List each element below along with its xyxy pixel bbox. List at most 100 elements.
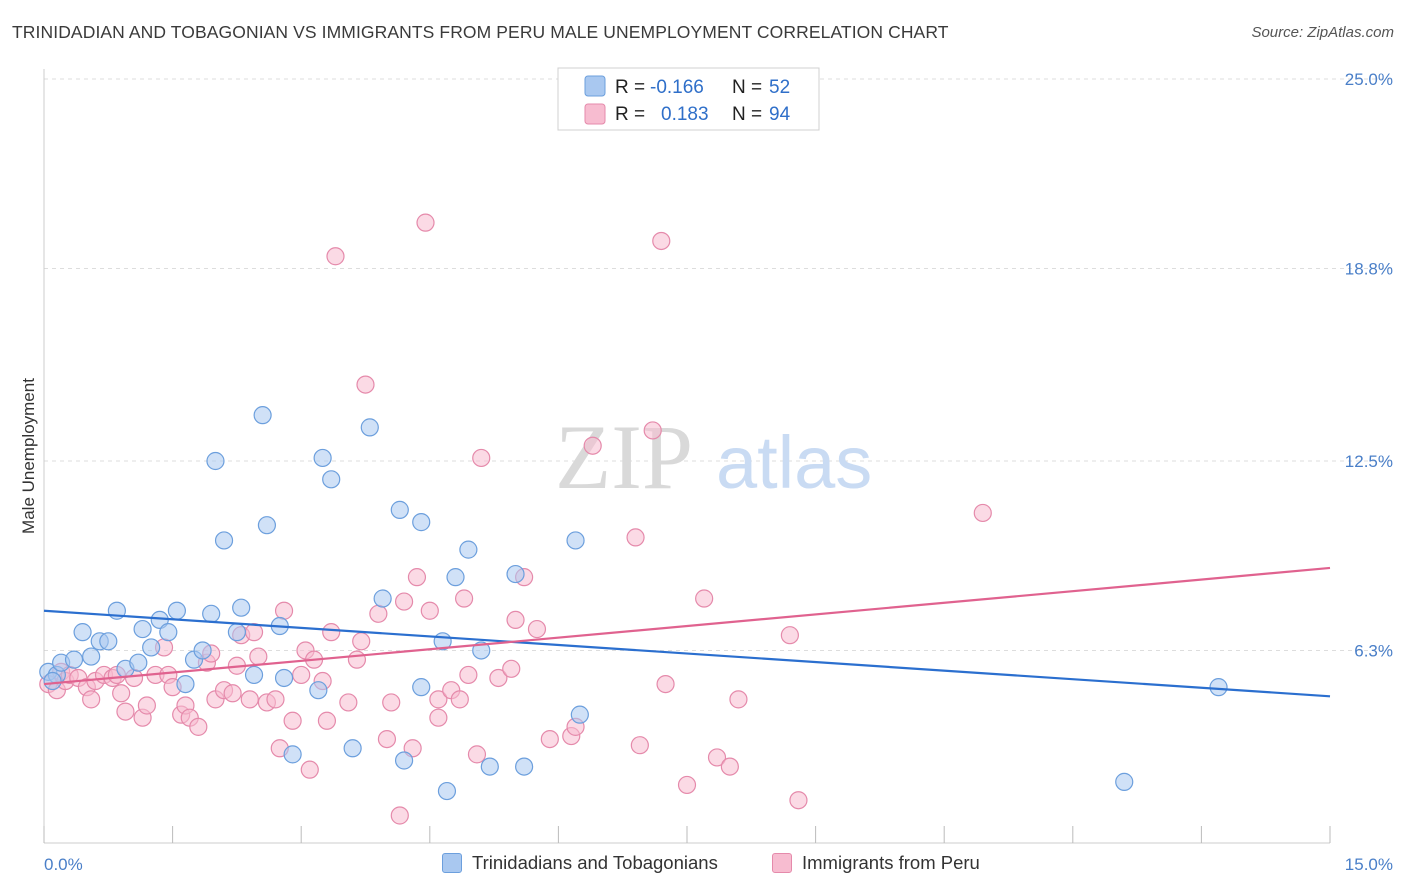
point-peru [249, 647, 268, 666]
point-trinidadian [309, 681, 328, 700]
point-peru [347, 650, 367, 669]
point-trinidadian [206, 451, 225, 471]
point-trinidadian [133, 619, 152, 639]
point-trinidadian [313, 448, 332, 468]
legend-swatch-pink [584, 103, 606, 125]
point-trinidadian [322, 470, 341, 489]
point-trinidadian [159, 623, 178, 642]
point-trinidadian [253, 406, 272, 425]
legend-r-value-1: -0.166 [650, 77, 704, 98]
point-peru [420, 601, 439, 620]
point-trinidadian [202, 604, 221, 623]
point-trinidadian [360, 418, 379, 437]
point-peru [973, 503, 992, 523]
point-peru [429, 708, 448, 727]
point-trinidadian [437, 781, 457, 801]
point-peru [112, 684, 131, 703]
watermark-zip: ZIP [555, 406, 693, 508]
point-peru [429, 690, 448, 709]
point-trinidadian [142, 638, 161, 657]
legend-box: R = -0.166 N = 52 R = 0.183 N = 94 [557, 67, 820, 131]
y-tick-labels: 6.3% 12.5% 18.8% 25.0% [1345, 70, 1393, 660]
y-tick-label: 25.0% [1345, 70, 1393, 89]
point-peru [317, 711, 337, 730]
trend-line-peru [43, 566, 1331, 686]
point-peru [326, 247, 345, 266]
point-trinidadian [459, 540, 478, 559]
y-tick-label: 6.3% [1354, 641, 1393, 660]
point-peru [322, 623, 341, 642]
point-trinidadian [566, 531, 585, 550]
chart-source: Source: ZipAtlas.com [1251, 24, 1394, 41]
point-trinidadian [73, 623, 92, 642]
point-peru [720, 757, 739, 776]
point-trinidadian [82, 647, 101, 666]
point-peru [454, 589, 474, 608]
point-trinidadian [394, 751, 414, 770]
bottom-legend-swatch-pink [772, 853, 792, 873]
x-tick-marks [43, 826, 1331, 843]
point-trinidadian [506, 564, 525, 584]
y-tick-label: 18.8% [1345, 259, 1393, 278]
point-peru [459, 665, 478, 685]
point-peru [377, 729, 397, 749]
point-trinidadian [480, 757, 499, 776]
point-trinidadian [232, 598, 251, 617]
point-trinidadian [193, 641, 212, 660]
point-peru [630, 736, 649, 755]
point-peru [540, 729, 559, 749]
point-trinidadian [570, 705, 589, 724]
point-peru [652, 231, 671, 251]
y-tick-label: 12.5% [1345, 452, 1393, 471]
point-peru [369, 604, 388, 623]
point-trinidadian [373, 589, 392, 608]
point-peru [356, 375, 375, 394]
legend-n-label-1: N = [732, 77, 762, 98]
point-trinidadian [257, 516, 277, 535]
point-peru [472, 448, 491, 468]
point-trinidadian [412, 513, 431, 532]
point-trinidadian [1115, 772, 1134, 791]
legend-r-label-2: R = [615, 104, 645, 125]
bottom-legend-item-2: Immigrants from Peru [772, 852, 980, 874]
point-peru [274, 601, 294, 620]
point-trinidadian [390, 500, 409, 519]
point-trinidadian [412, 678, 431, 697]
point-peru [502, 659, 521, 678]
point-trinidadian [515, 757, 534, 776]
point-trinidadian [244, 665, 264, 685]
grid-lines [44, 78, 1392, 651]
point-peru [407, 568, 427, 587]
point-peru [506, 610, 525, 630]
point-trinidadian [472, 641, 491, 660]
point-peru [626, 528, 645, 547]
point-peru [394, 592, 414, 611]
point-trinidadian [274, 668, 294, 688]
point-trinidadian [167, 601, 186, 620]
legend-r-label-1: R = [615, 77, 645, 98]
point-peru [467, 745, 487, 764]
watermark-atlas: atlas [716, 421, 872, 504]
series-immigrants-from-peru [39, 213, 992, 825]
legend-n-label-2: N = [732, 104, 762, 125]
point-trinidadian [227, 623, 246, 642]
point-peru [189, 717, 208, 736]
x-tick-label-max: 15.0% [1345, 855, 1393, 874]
point-trinidadian [129, 653, 148, 672]
point-peru [780, 626, 799, 645]
legend-n-value-1: 52 [769, 77, 790, 98]
legend-swatch-blue [584, 75, 606, 97]
point-peru [789, 791, 808, 810]
point-trinidadian [64, 650, 84, 669]
point-trinidadian [214, 531, 234, 550]
bottom-legend-label-2: Immigrants from Peru [802, 852, 980, 873]
point-trinidadian [99, 632, 118, 651]
point-peru [643, 421, 662, 440]
point-peru [677, 775, 697, 795]
bottom-legend-item-1: Trinidadians and Tobagonians [442, 852, 718, 874]
point-peru [339, 693, 358, 712]
point-trinidadian [176, 674, 195, 694]
point-peru [450, 690, 469, 709]
point-peru [382, 693, 401, 712]
trend-lines [43, 566, 1331, 698]
